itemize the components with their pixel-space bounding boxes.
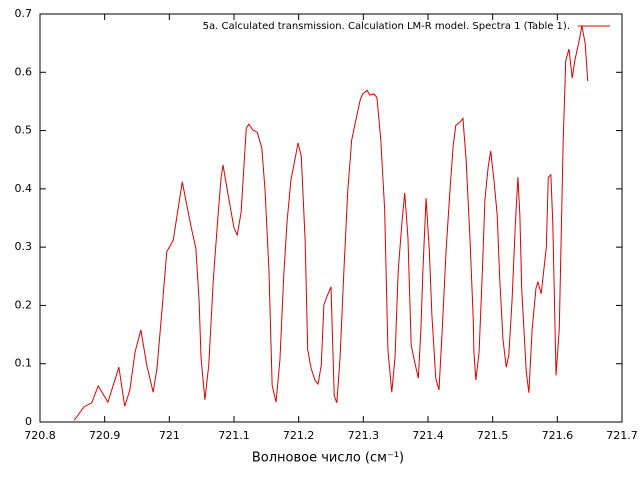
x-tick-label: 720.8 (24, 429, 56, 442)
y-tick-label: 0.7 (15, 7, 33, 20)
y-tick-label: 0.1 (15, 357, 33, 370)
legend-label: 5a. Calculated transmission. Calculation… (203, 21, 570, 32)
x-tick-label: 721.4 (412, 429, 444, 442)
y-tick-label: 0 (25, 415, 32, 428)
y-tick-label: 0.5 (15, 124, 33, 137)
x-tick-label: 721.2 (283, 429, 315, 442)
x-tick-label: 721.6 (542, 429, 574, 442)
x-tick-label: 721.3 (348, 429, 380, 442)
x-axis-label: Волновое число (см⁻¹) (252, 451, 404, 466)
y-tick-label: 0.3 (15, 240, 33, 253)
y-tick-label: 0.2 (15, 298, 33, 311)
x-tick-label: 721.7 (606, 429, 638, 442)
y-tick-label: 0.6 (15, 65, 33, 78)
plot-frame (39, 13, 623, 423)
data-line (73, 25, 589, 421)
x-tick-label: 720.9 (89, 429, 121, 442)
x-tick-label: 721.5 (477, 429, 509, 442)
y-tick-label: 0.4 (15, 182, 33, 195)
x-tick-label: 721.1 (218, 429, 250, 442)
x-tick-label: 721 (159, 429, 180, 442)
